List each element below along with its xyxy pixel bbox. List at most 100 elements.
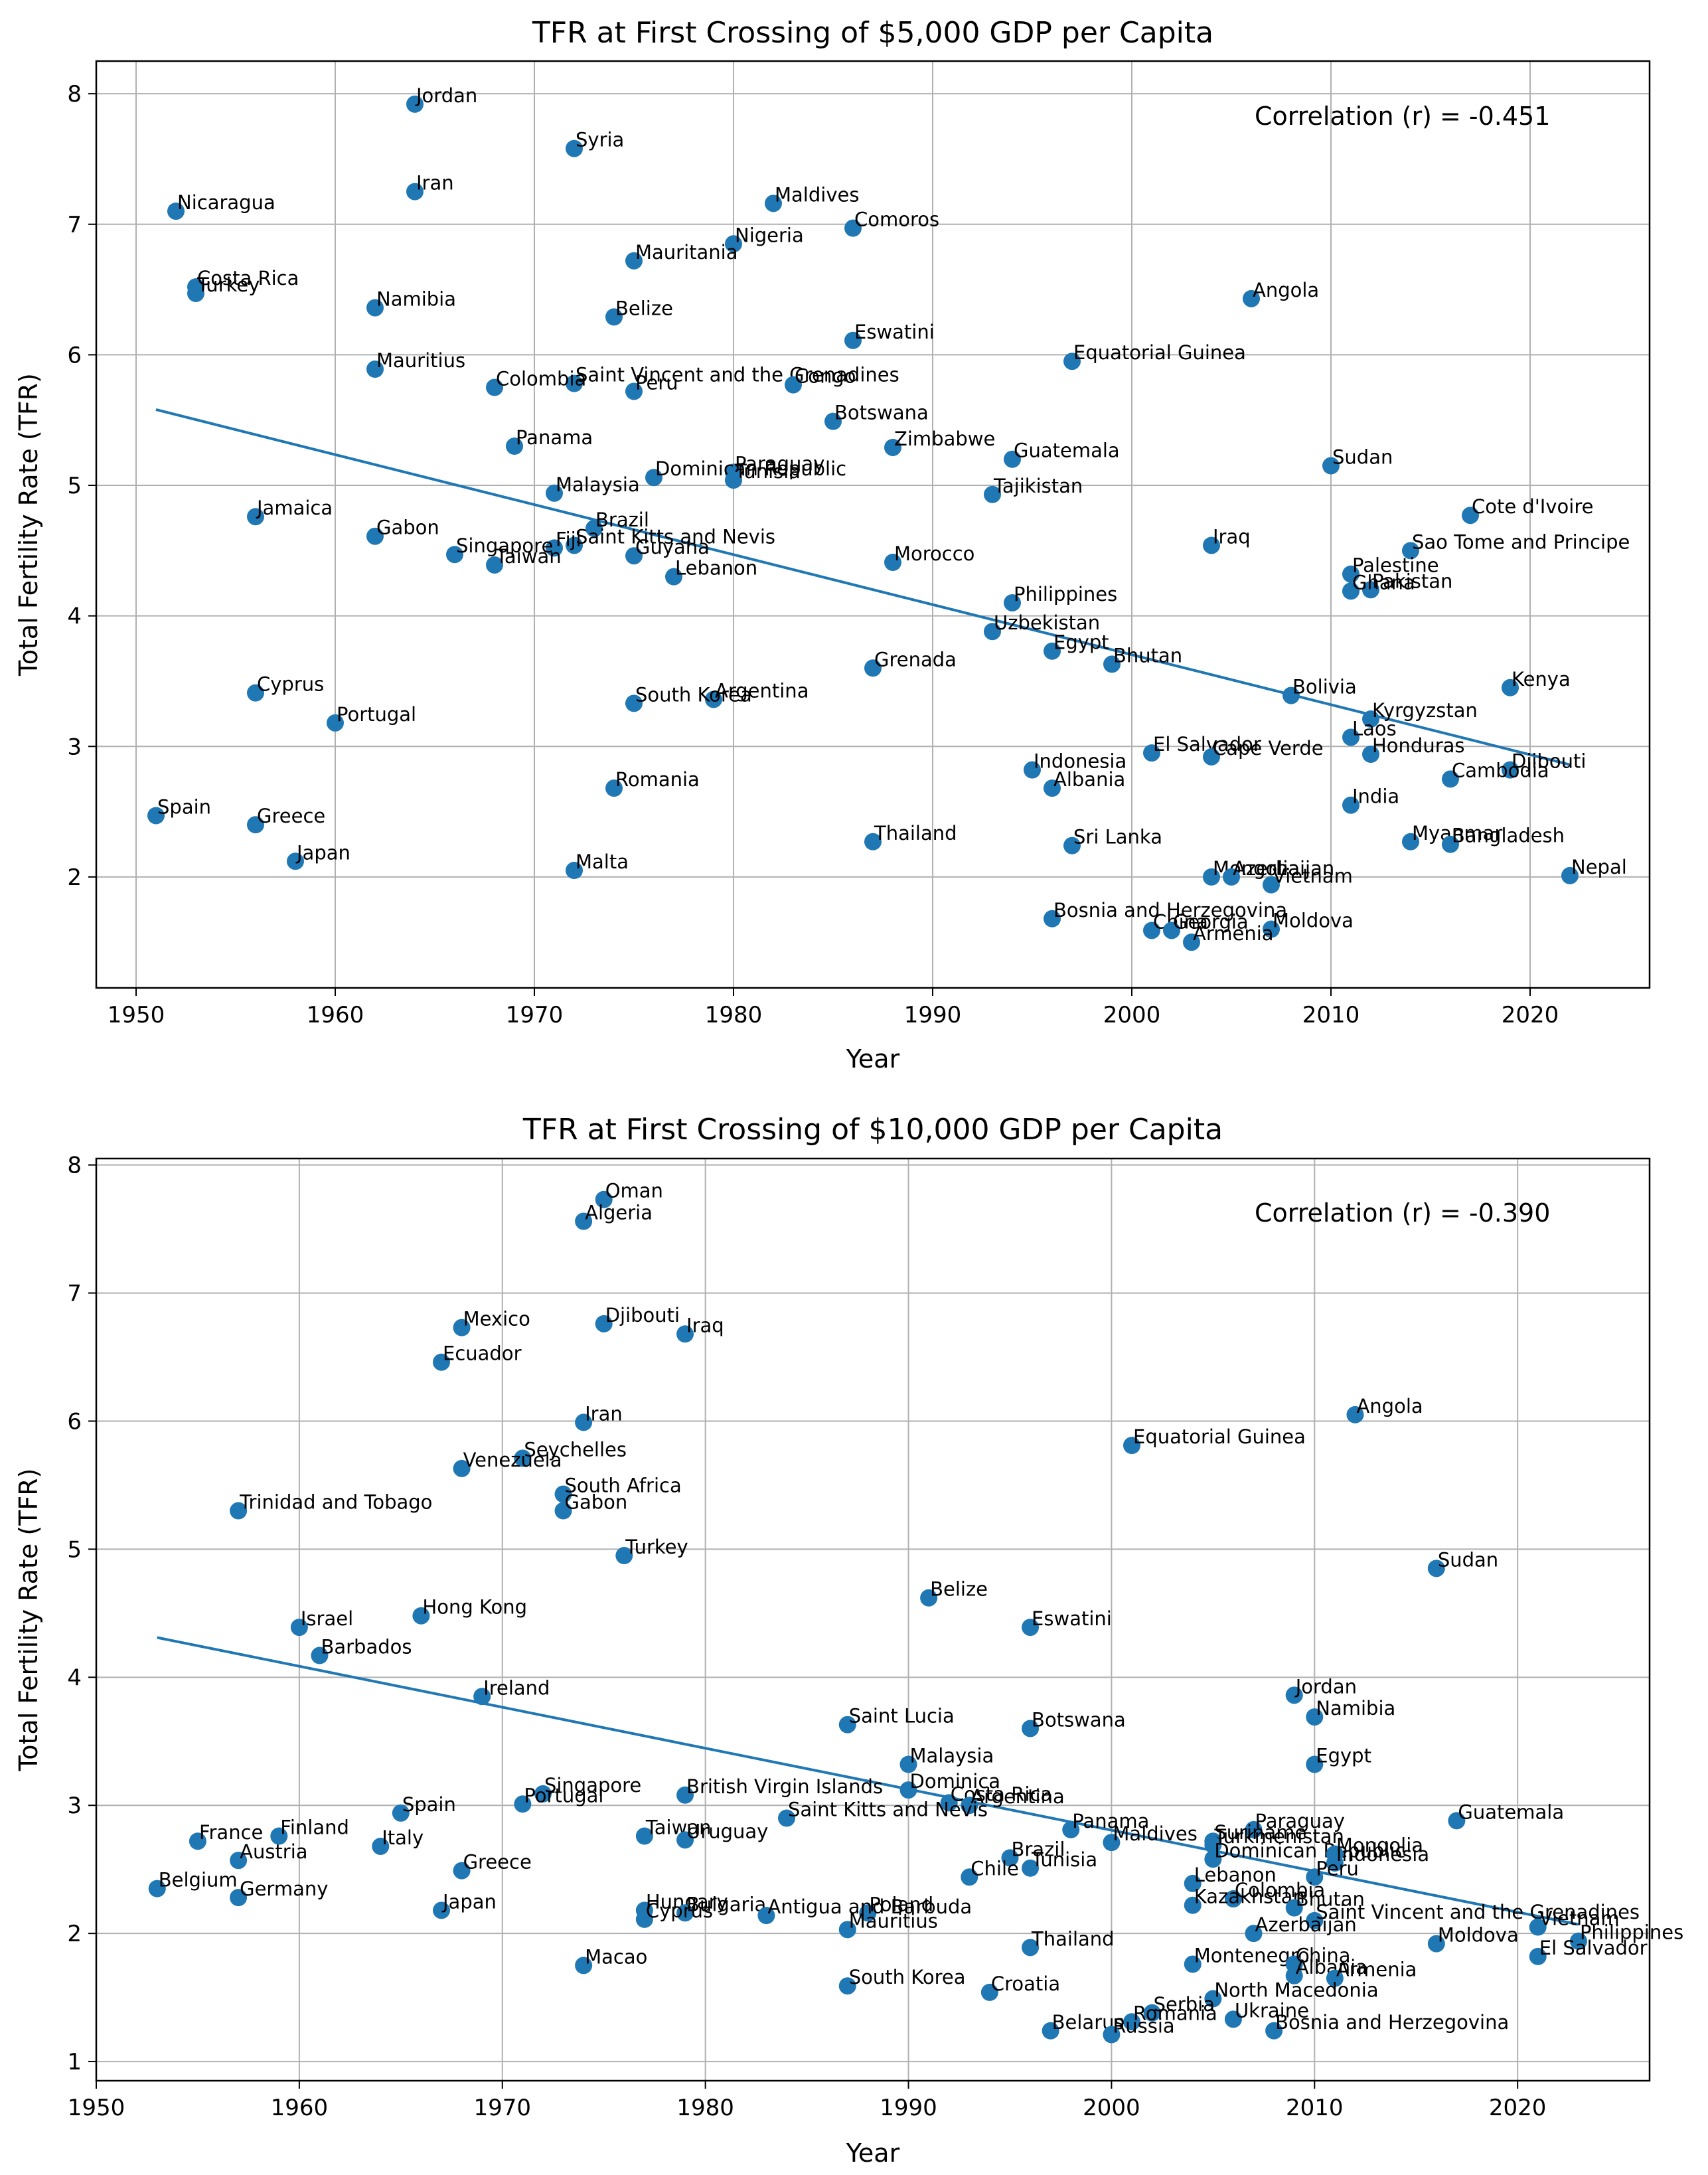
data-point	[230, 1502, 248, 1520]
data-point	[1561, 866, 1579, 884]
point-label: Moldova	[1438, 1924, 1519, 1947]
point-label: China	[1296, 1944, 1351, 1967]
point-label: Uzbekistan	[994, 611, 1100, 634]
x-tick-label: 1970	[506, 1002, 564, 1028]
point-label: Mexico	[463, 1308, 530, 1330]
point-label: Singapore	[456, 534, 553, 557]
point-label: Bolivia	[1292, 676, 1357, 698]
point-label: Cambodia	[1452, 759, 1549, 781]
data-point	[595, 1190, 613, 1208]
point-label: Gabon	[376, 517, 439, 539]
data-point	[453, 1319, 471, 1336]
data-point	[1103, 655, 1121, 673]
data-point	[1143, 2004, 1161, 2022]
point-label: Equatorial Guinea	[1133, 1425, 1306, 1448]
point-label: Cape Verde	[1213, 737, 1324, 760]
point-label: Egypt	[1053, 631, 1109, 654]
point-label: Taiwan	[495, 545, 562, 568]
data-point	[230, 1889, 248, 1907]
data-point	[920, 1589, 938, 1607]
point-label: Egypt	[1316, 1744, 1371, 1767]
point-label: Greece	[257, 805, 325, 827]
data-point	[605, 779, 623, 797]
data-point	[625, 252, 643, 270]
data-point	[625, 694, 643, 712]
data-point	[884, 554, 901, 572]
data-point	[566, 536, 583, 554]
point-label: Palestine	[1352, 554, 1439, 577]
point-label: Austria	[240, 1840, 307, 1863]
y-tick-label: 1	[67, 2049, 82, 2075]
point-label: Equatorial Guinea	[1073, 341, 1246, 364]
point-label: Serbia	[1154, 1993, 1215, 2016]
y-tick-label: 4	[67, 604, 82, 630]
data-point	[1001, 1849, 1019, 1867]
data-point	[1342, 796, 1359, 814]
data-point	[1103, 2026, 1121, 2044]
data-point	[1326, 1969, 1344, 1987]
data-point	[287, 852, 304, 870]
point-label: Guatemala	[1458, 1801, 1564, 1823]
point-label: Turkey	[625, 1536, 688, 1558]
point-label: Cyprus	[257, 673, 324, 696]
point-label: Congo	[795, 365, 856, 388]
point-label: Mauritius	[376, 349, 465, 372]
data-point	[1245, 1925, 1263, 1943]
x-tick-label: 1950	[68, 2095, 125, 2121]
data-point	[1427, 1560, 1445, 1577]
point-label: India	[1352, 785, 1399, 808]
point-label: Malta	[576, 850, 629, 873]
data-point	[778, 1809, 795, 1827]
data-point	[676, 1904, 694, 1922]
data-point	[366, 527, 384, 545]
data-point	[864, 659, 882, 677]
point-label: Argentina	[715, 679, 809, 702]
data-point	[1183, 933, 1200, 951]
point-label: Djibouti	[605, 1304, 680, 1327]
point-label: Italy	[382, 1826, 424, 1849]
data-point	[1285, 1967, 1303, 1984]
point-label: Ireland	[483, 1676, 550, 1699]
x-tick-label: 1950	[108, 1002, 165, 1028]
point-label: Spain	[402, 1793, 456, 1816]
data-point	[676, 1831, 694, 1849]
x-tick-label: 1980	[705, 1002, 763, 1028]
data-point	[546, 539, 563, 557]
point-label: Macao	[585, 1945, 647, 1968]
point-label: Saint Kitts and Nevis	[788, 1799, 988, 1821]
data-point	[757, 1907, 775, 1925]
data-point	[1204, 1990, 1222, 2008]
point-label: Saint Kitts and Nevis	[576, 525, 775, 548]
data-point	[1204, 1850, 1222, 1868]
point-label: France	[199, 1821, 263, 1844]
data-point	[1306, 1755, 1324, 1773]
data-point	[1203, 868, 1220, 886]
point-label: Saint Vincent and the Grenadines	[1316, 1901, 1640, 1923]
data-point	[635, 1827, 653, 1845]
data-point	[453, 1862, 471, 1880]
point-label: Moldova	[1273, 910, 1354, 932]
data-point	[1004, 450, 1021, 468]
point-label: Kenya	[1512, 668, 1571, 690]
point-label: Zimbabwe	[894, 428, 995, 450]
point-label: Malaysia	[556, 473, 640, 496]
data-point	[1263, 876, 1280, 894]
point-label: Tajikistan	[993, 475, 1083, 497]
data-point	[1044, 910, 1061, 927]
data-point	[1063, 837, 1081, 854]
point-label: Belgium	[159, 1869, 238, 1892]
data-point	[595, 1315, 613, 1332]
trend-line	[157, 1636, 1579, 1926]
data-point	[147, 807, 165, 825]
y-tick-label: 6	[67, 342, 82, 368]
point-label: Iraq	[1213, 525, 1251, 548]
x-tick-label: 2020	[1502, 1002, 1559, 1028]
data-point	[844, 219, 862, 237]
data-point	[676, 1786, 694, 1804]
point-label: Russia	[1113, 2015, 1174, 2038]
x-tick-label: 2010	[1286, 2095, 1344, 2121]
data-point	[1442, 770, 1459, 788]
data-point	[1103, 1834, 1121, 1852]
data-point	[433, 1901, 450, 1919]
